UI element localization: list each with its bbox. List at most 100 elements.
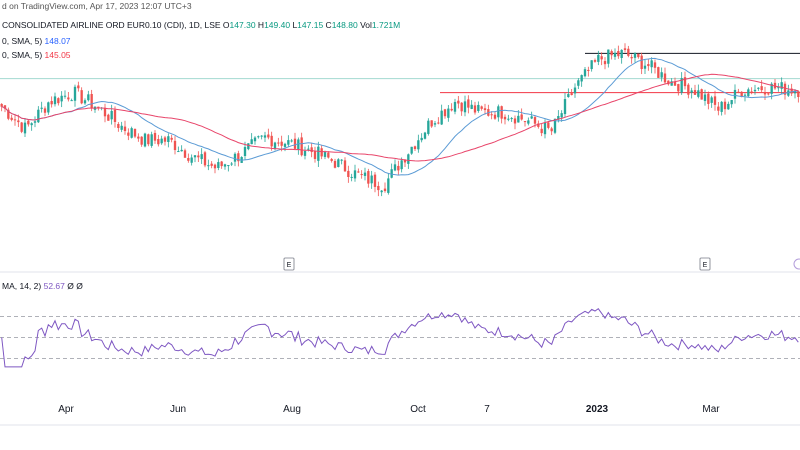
candle-body [133,128,137,137]
candle-body [793,91,797,94]
candle-body [500,106,503,119]
earnings-marker-box [283,257,295,271]
candle-body [553,118,557,133]
x-tick-label: Mar [702,404,720,415]
low-label: L [292,20,298,30]
candle-body [543,122,547,135]
volume-value: 1.721M [371,20,401,30]
candle-body [763,92,767,95]
earnings-marker[interactable]: E [283,257,295,271]
sma-slow-line [1,73,799,162]
candle-body [53,96,57,105]
candle-body [573,87,577,94]
sma-slow-value: 145.05 [44,50,71,60]
rsi-params: MA, 14, 2) [2,281,42,291]
candle-body [150,134,153,146]
earnings-marker[interactable]: E [699,257,711,271]
candle-body [327,152,330,158]
candle-body [237,153,240,162]
sma-fast-value: 148.07 [44,36,71,46]
candle-body [300,137,303,156]
candle-body [267,134,270,138]
candle-body [340,159,343,161]
candle-body [513,118,517,124]
dividend-marker-icon [793,258,800,270]
symbol-description: CONSOLIDATED AIRLINE ORD EUR0.10 (CDI), … [2,20,221,30]
candle-body [253,137,257,142]
candle-body [243,147,247,156]
candle-body [170,137,173,140]
candle-body [60,95,63,102]
candle-body [463,101,467,113]
candle-body [7,109,10,119]
x-axis: Apr Jun Aug Oct 7 2023 Mar [58,404,720,415]
candle-body [533,117,537,124]
rsi-legend[interactable]: MA, 14, 2) 52.67 Ø Ø [2,281,83,291]
candle-body [293,138,297,149]
x-tick-label: Apr [58,404,74,415]
candle-body [450,108,453,111]
candle-body [613,52,617,57]
candle-body [687,84,690,95]
candle-body [433,123,437,125]
candle-body [403,159,407,163]
candle-body [597,54,600,62]
candle-body [620,49,623,58]
sma-fast-legend[interactable]: 0, SMA, 5) 148.07 [2,36,71,46]
candle-body [483,108,487,111]
candle-body [67,97,70,100]
candle-body [220,161,223,167]
candle-body [263,135,267,138]
candle-body [413,146,417,150]
candle-body [377,185,380,191]
candle-body [643,65,647,69]
candle-body [667,80,670,85]
x-tick-label: 7 [484,404,490,415]
candle-body [357,171,360,173]
candle-body [530,116,533,119]
candle-body [90,93,93,109]
pane-separator[interactable] [0,271,800,426]
candlesticks [0,43,800,197]
candle-body [127,132,130,136]
candle-body [417,140,420,150]
candle-body [193,155,197,158]
candle-body [373,174,377,187]
candle-body [303,150,307,156]
sma-slow-legend[interactable]: 0, SMA, 5) 145.05 [2,50,71,60]
sma-slow-params: 0, SMA, 5) [2,50,43,60]
open-label: O [222,20,230,30]
candle-body [457,100,460,104]
candle-body [770,83,773,94]
candle-body [670,81,673,86]
high-value: 149.40 [264,20,291,30]
candle-body [650,60,653,68]
candle-body [310,147,313,153]
candle-body [97,106,100,108]
candle-body [733,89,737,99]
candle-body [460,102,463,112]
candle-body [633,53,637,58]
candle-body [3,105,7,109]
candle-body [180,149,183,152]
candle-body [343,160,347,172]
candle-body [217,162,220,169]
candle-body [73,86,77,101]
candle-body [663,73,667,83]
candle-body [570,93,573,96]
candle-body [783,83,787,95]
candle-body [700,89,703,100]
candle-body [23,122,27,134]
candle-body [577,80,580,86]
candle-body [367,171,370,184]
candle-body [143,133,147,147]
candle-body [337,159,340,167]
candle-body [70,100,73,102]
candle-body [760,86,763,91]
candle-body [37,109,40,123]
candle-body [407,154,410,164]
candle-body [333,160,337,168]
